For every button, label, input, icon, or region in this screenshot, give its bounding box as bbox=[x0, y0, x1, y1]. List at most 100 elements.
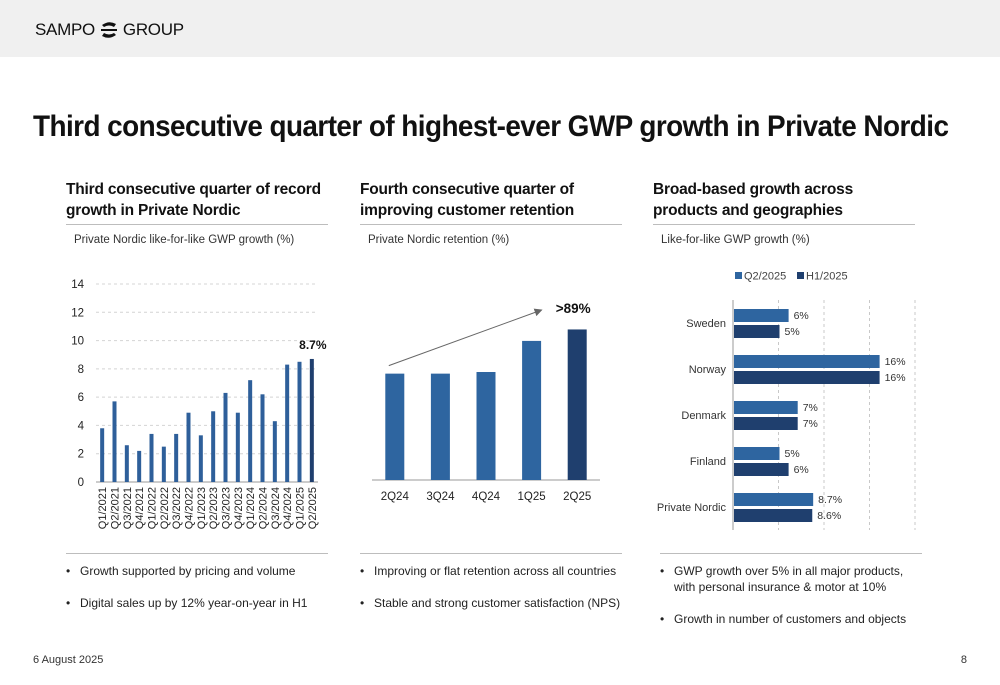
x-tick-label: Q3/2023 bbox=[221, 487, 233, 529]
bar bbox=[112, 401, 117, 482]
bar bbox=[186, 412, 191, 482]
bar bbox=[734, 417, 798, 430]
data-label: 8.7% bbox=[299, 338, 327, 352]
bar bbox=[734, 401, 798, 414]
page-number: 8 bbox=[960, 654, 967, 666]
bar bbox=[309, 358, 314, 482]
bullet-item: Digital sales up by 12% year-on-year in … bbox=[66, 595, 328, 611]
annotation-label: >89% bbox=[556, 301, 591, 316]
data-label: 8.7% bbox=[818, 494, 842, 506]
bar bbox=[174, 433, 179, 482]
bar bbox=[430, 373, 450, 480]
x-tick-label: Q1/2022 bbox=[147, 487, 159, 529]
chart-subtitle: Private Nordic like-for-like GWP growth … bbox=[74, 234, 295, 246]
x-tick-label: Q1/2024 bbox=[245, 487, 257, 529]
bar bbox=[734, 447, 780, 460]
y-tick-label: 14 bbox=[71, 279, 84, 291]
panel-3-bullets: GWP growth over 5% in all major products… bbox=[660, 553, 922, 643]
legend-label: Q2/2025 bbox=[744, 271, 786, 283]
data-label: 5% bbox=[785, 326, 800, 338]
data-label: 5% bbox=[785, 448, 800, 460]
bullet-item: Growth in number of customers and object… bbox=[660, 611, 922, 627]
x-tick-label: Q2/2024 bbox=[258, 487, 270, 529]
panel-gwp-growth: Third consecutive quarter of record grow… bbox=[66, 172, 328, 246]
bullet-item: GWP growth over 5% in all major products… bbox=[660, 563, 922, 595]
x-tick-label: Q2/2022 bbox=[159, 487, 171, 529]
category-label: Private Nordic bbox=[657, 502, 727, 514]
bar bbox=[385, 373, 405, 480]
data-label: 6% bbox=[794, 464, 809, 476]
bar bbox=[272, 421, 277, 482]
data-label: 7% bbox=[803, 402, 818, 414]
bar bbox=[161, 446, 166, 482]
data-label: 16% bbox=[885, 372, 906, 384]
slide-title: Third consecutive quarter of highest-eve… bbox=[33, 110, 949, 143]
bar bbox=[124, 445, 129, 482]
x-tick-label: 1Q25 bbox=[518, 491, 546, 503]
y-tick-label: 10 bbox=[71, 336, 84, 348]
x-tick-label: 2Q25 bbox=[563, 491, 591, 503]
panel-heading: Fourth consecutive quarter of improving … bbox=[360, 181, 575, 219]
panel-broad-growth: Broad-based growth across products and g… bbox=[653, 172, 915, 246]
bar bbox=[734, 355, 880, 368]
bar bbox=[734, 509, 813, 522]
bar bbox=[734, 309, 789, 322]
x-tick-label: 2Q24 bbox=[381, 491, 410, 503]
bar bbox=[476, 372, 496, 480]
x-tick-label: Q4/2023 bbox=[233, 487, 245, 529]
category-label: Norway bbox=[689, 364, 727, 376]
x-tick-label: Q2/2021 bbox=[110, 487, 122, 529]
x-tick-label: Q1/2021 bbox=[97, 487, 109, 529]
data-label: 8.6% bbox=[817, 510, 841, 522]
bar bbox=[734, 493, 814, 506]
logo-mark-icon bbox=[100, 22, 117, 38]
top-bar: SAMPO GROUP bbox=[0, 0, 1000, 57]
bar bbox=[248, 380, 253, 482]
divider bbox=[66, 224, 328, 225]
bar bbox=[235, 412, 240, 482]
legend-swatch bbox=[797, 272, 804, 279]
bullet-item: Growth supported by pricing and volume bbox=[66, 563, 328, 579]
chart-subtitle: Private Nordic retention (%) bbox=[368, 234, 510, 246]
divider bbox=[360, 224, 622, 225]
data-label: 16% bbox=[885, 356, 906, 368]
bar bbox=[285, 364, 290, 482]
bar bbox=[223, 392, 228, 482]
x-tick-label: Q3/2024 bbox=[270, 487, 282, 529]
bar bbox=[522, 340, 542, 480]
bar bbox=[734, 371, 880, 384]
sampo-group-logo: SAMPO GROUP bbox=[35, 19, 184, 41]
x-tick-label: Q3/2021 bbox=[122, 487, 134, 529]
x-tick-label: Q4/2022 bbox=[184, 487, 196, 529]
legend-swatch bbox=[735, 272, 742, 279]
legend-label: H1/2025 bbox=[806, 271, 848, 283]
data-label: 6% bbox=[794, 310, 809, 322]
footer-date: 6 August 2025 bbox=[33, 654, 104, 666]
x-tick-label: Q1/2025 bbox=[295, 487, 307, 529]
y-tick-label: 6 bbox=[78, 392, 84, 404]
x-tick-label: Q2/2025 bbox=[307, 487, 319, 529]
data-label: 7% bbox=[803, 418, 818, 430]
y-tick-label: 0 bbox=[78, 477, 84, 489]
x-tick-label: Q4/2024 bbox=[282, 487, 294, 529]
bullet-item: Improving or flat retention across all c… bbox=[360, 563, 622, 579]
x-tick-label: Q1/2023 bbox=[196, 487, 208, 529]
x-tick-label: 3Q24 bbox=[426, 491, 455, 503]
logo-text-left: SAMPO bbox=[35, 20, 95, 39]
bullet-item: Stable and strong customer satisfaction … bbox=[360, 595, 622, 611]
bar bbox=[567, 329, 587, 480]
bar bbox=[260, 394, 265, 482]
bar bbox=[734, 463, 789, 476]
category-label: Finland bbox=[690, 456, 726, 468]
trend-arrow bbox=[388, 308, 543, 367]
retention-chart: 2Q24 3Q24 4Q24 1Q25 2Q25 >89% bbox=[372, 301, 600, 503]
category-label: Denmark bbox=[681, 410, 726, 422]
x-tick-label: Q3/2022 bbox=[171, 487, 183, 529]
bar bbox=[198, 435, 203, 482]
bar bbox=[734, 325, 780, 338]
bar bbox=[297, 361, 302, 482]
panel-retention: Fourth consecutive quarter of improving … bbox=[360, 172, 622, 246]
y-tick-label: 2 bbox=[78, 449, 84, 461]
bar bbox=[137, 450, 142, 482]
x-tick-label: 4Q24 bbox=[472, 491, 501, 503]
